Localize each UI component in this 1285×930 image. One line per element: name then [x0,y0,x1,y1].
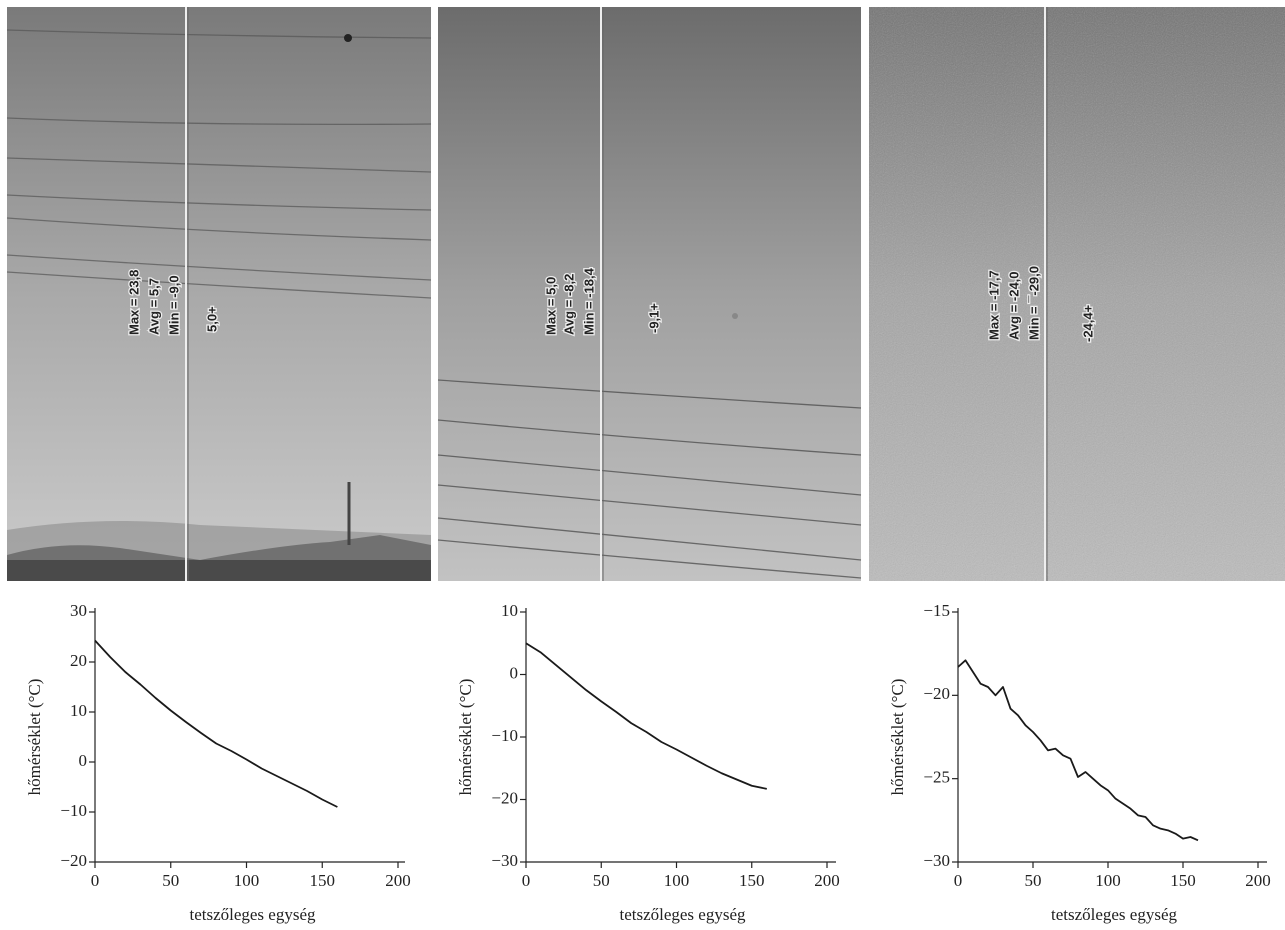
y-tick-label: 20 [70,651,87,670]
x-axis-label: tetszőleges egység [619,905,746,924]
thermal-image [437,7,862,581]
y-tick-label: 0 [79,751,88,770]
x-tick-label: 100 [234,871,260,890]
x-tick-label: 200 [385,871,411,890]
x-tick-label: 0 [954,871,963,890]
overlay-label: Max = -17,7 [986,270,1001,340]
y-tick-label: −30 [923,851,950,870]
y-tick-label: −10 [491,726,518,745]
overlay-label: Avg = -24,0 [1006,271,1021,340]
thermal-image [6,7,432,581]
overlay-label: Max = 5,0 [543,277,558,335]
y-axis-label: hőmérséklet (°C) [456,679,475,796]
y-axis-label: hőmérséklet (°C) [888,679,907,796]
overlay-label: Max = 23,8 [126,270,141,335]
x-tick-label: 200 [814,871,840,890]
data-line [525,642,767,790]
spot-label: -9,1+ [646,303,661,333]
x-tick-label: 150 [739,871,765,890]
spot-label: 5,0+ [204,306,219,332]
overlay-label: Avg = -8,2 [561,274,576,335]
y-tick-label: 0 [510,663,519,682]
x-tick-label: 200 [1245,871,1271,890]
y-tick-label: −30 [491,851,518,870]
x-tick-label: 100 [664,871,690,890]
x-tick-label: 150 [1170,871,1196,890]
x-axis-label: tetszőleges egység [1051,905,1178,924]
x-tick-label: 150 [310,871,336,890]
y-tick-label: −20 [491,788,518,807]
x-axis-label: tetszőleges egység [189,905,316,924]
y-tick-label: −20 [60,851,87,870]
x-tick-label: 100 [1095,871,1121,890]
overlay-label: Min = -9,0 [166,275,181,335]
x-tick-label: 50 [1025,871,1042,890]
y-tick-label: −10 [60,801,87,820]
x-tick-label: 50 [162,871,179,890]
x-tick-label: 0 [91,871,100,890]
x-tick-label: 50 [593,871,610,890]
y-tick-label: −20 [923,684,950,703]
overlay-label: Min = -18,4 [581,267,596,335]
y-tick-label: −15 [923,601,950,620]
spot-label: -24,4+ [1080,304,1095,342]
y-tick-label: −25 [923,768,950,787]
y-axis-label: hőmérséklet (°C) [25,679,44,796]
thermal-image [869,7,1285,581]
y-tick-label: 10 [70,701,87,720]
y-tick-label: 10 [501,601,518,620]
y-tick-label: 30 [70,601,87,620]
overlay-label: Avg = 5,7 [146,278,161,335]
data-line [94,639,338,808]
overlay-label: Min = ¯-29,0 [1026,266,1041,340]
data-line [957,659,1199,842]
x-tick-label: 0 [522,871,531,890]
